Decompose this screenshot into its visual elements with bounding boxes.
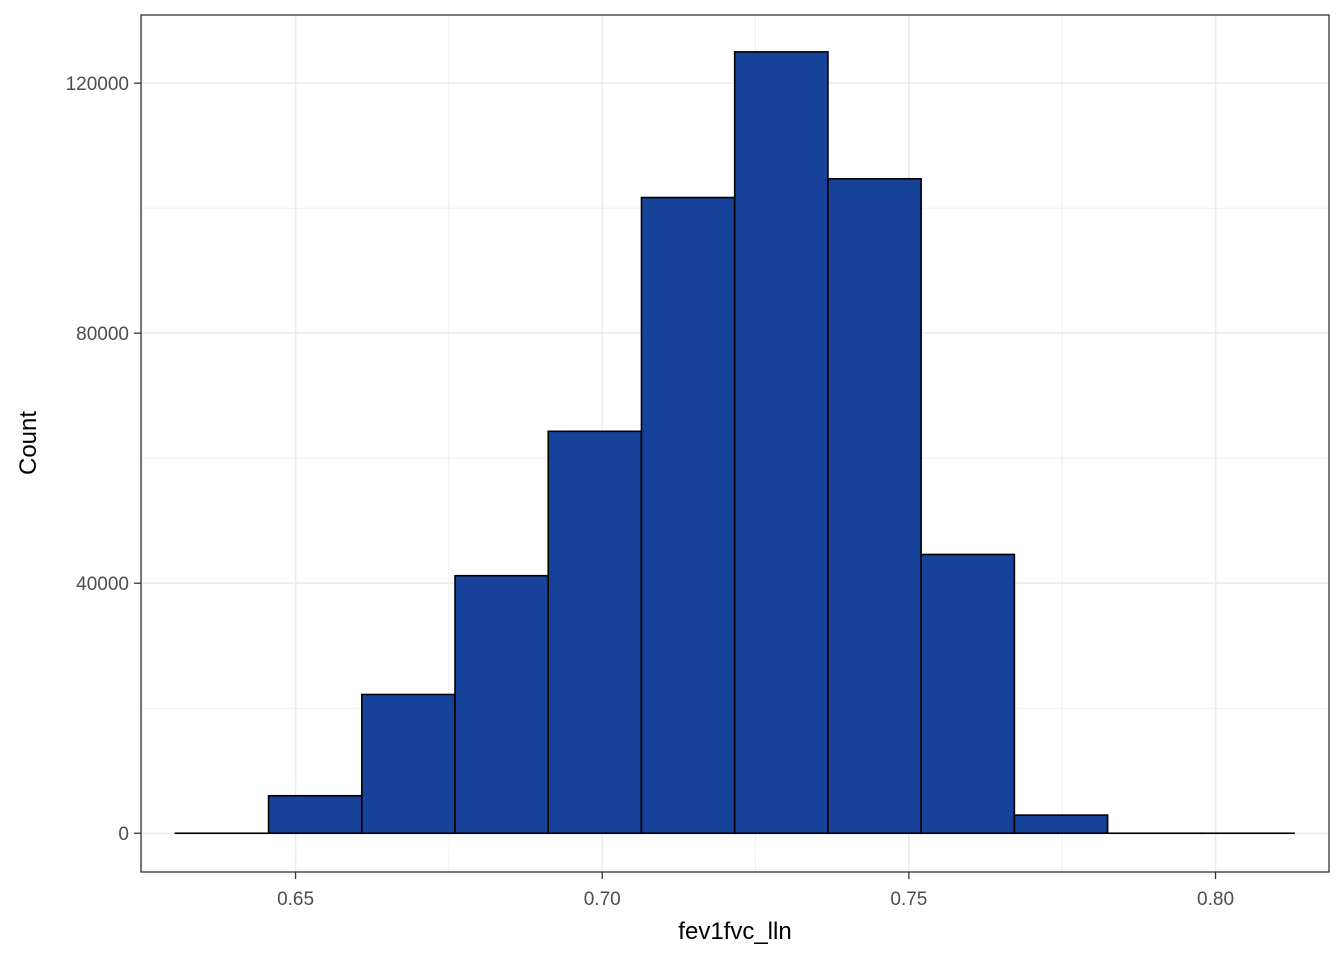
x-tick-label: 0.75 (890, 889, 927, 910)
histogram-bars (174, 51, 1295, 835)
histogram-bar (827, 177, 922, 835)
x-axis-title: fev1fvc_lln (678, 918, 791, 945)
histogram-bar (920, 553, 1016, 835)
y-tick-label: 40000 (76, 574, 129, 595)
y-axis-title: Count (15, 411, 42, 475)
y-axis: 0 40000 80000 120000 (66, 74, 141, 845)
histogram-bar (640, 196, 736, 835)
x-tick-label: 0.80 (1197, 889, 1234, 910)
histogram-bar (454, 574, 550, 835)
histogram-bar (733, 51, 829, 835)
histogram-bar (267, 794, 363, 835)
histogram-bar (360, 693, 456, 835)
histogram-bar (547, 430, 643, 835)
x-axis: 0.65 0.70 0.75 0.80 (277, 872, 1234, 910)
panel-border (140, 14, 1330, 873)
x-tick-label: 0.70 (584, 889, 621, 910)
y-tick-label: 80000 (76, 324, 129, 345)
y-tick-label: 120000 (66, 74, 129, 95)
y-tick-label: 0 (118, 824, 129, 845)
histogram-bar (1013, 814, 1109, 835)
x-tick-label: 0.65 (277, 889, 314, 910)
